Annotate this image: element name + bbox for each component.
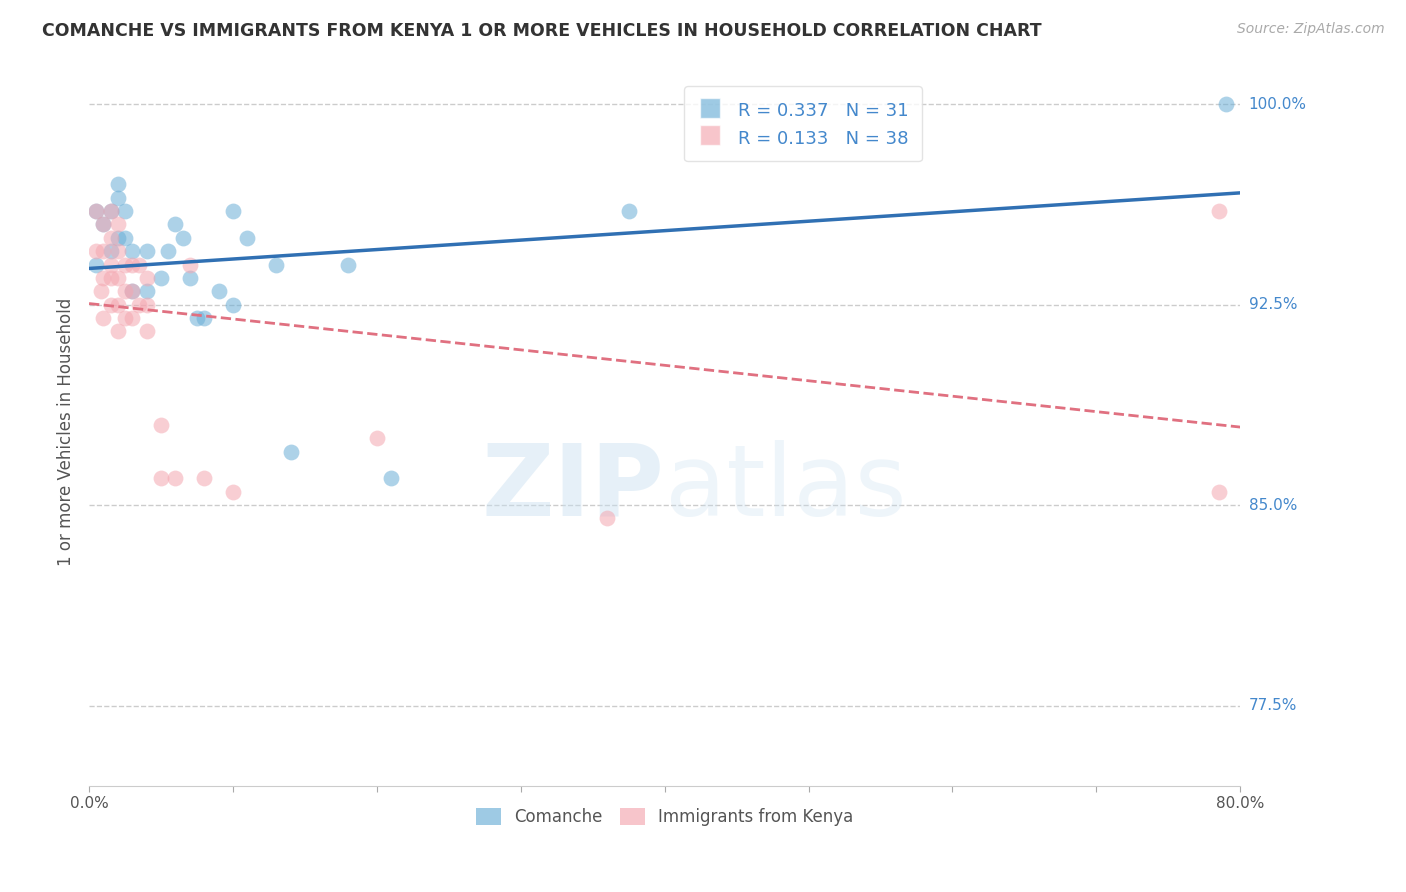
Point [128,298,150,312]
Point [107,271,129,285]
Point [114,231,136,245]
Point [121,311,143,326]
Point [380,471,402,485]
Point [100,204,122,219]
Point [90,285,112,299]
Point [337,258,360,272]
Point [179,258,201,272]
Point [114,285,136,299]
Point [84,258,107,272]
Point [135,271,157,285]
Point [84,204,107,219]
Point [107,324,129,338]
Point [128,258,150,272]
Point [179,271,201,285]
Point [114,311,136,326]
Point [135,285,157,299]
Point [165,471,187,485]
Point [121,244,143,259]
Point [165,218,187,232]
Point [186,311,208,326]
Point [207,285,229,299]
Point [84,204,107,219]
Point [222,484,245,499]
Point [150,271,173,285]
Point [107,244,129,259]
Point [1215,97,1237,112]
Point [93,271,115,285]
Point [107,218,129,232]
Point [193,311,215,326]
Text: 85.0%: 85.0% [1249,498,1296,513]
Point [107,231,129,245]
Point [100,204,122,219]
Text: COMANCHE VS IMMIGRANTS FROM KENYA 1 OR MORE VEHICLES IN HOUSEHOLD CORRELATION CH: COMANCHE VS IMMIGRANTS FROM KENYA 1 OR M… [42,22,1042,40]
Point [135,324,157,338]
Point [84,244,107,259]
Text: Source: ZipAtlas.com: Source: ZipAtlas.com [1237,22,1385,37]
Point [121,285,143,299]
Point [93,218,115,232]
Text: 92.5%: 92.5% [1249,297,1298,312]
Point [150,471,173,485]
Point [114,204,136,219]
Point [193,471,215,485]
Point [100,271,122,285]
Point [93,311,115,326]
Point [135,244,157,259]
Text: ZIP: ZIP [482,440,665,537]
Point [107,191,129,205]
Text: 77.5%: 77.5% [1249,698,1296,713]
Point [264,258,287,272]
Point [107,298,129,312]
Legend: Comanche, Immigrants from Kenya: Comanche, Immigrants from Kenya [468,799,862,834]
Point [222,204,245,219]
Point [100,258,122,272]
Point [135,298,157,312]
Point [1208,204,1230,219]
Point [1208,484,1230,499]
Text: atlas: atlas [665,440,907,537]
Point [114,258,136,272]
Point [172,231,194,245]
Point [222,298,245,312]
Point [107,178,129,192]
Point [100,244,122,259]
Point [100,231,122,245]
Text: 100.0%: 100.0% [1249,96,1306,112]
Point [280,444,302,458]
Point [93,244,115,259]
Point [93,218,115,232]
Point [596,511,619,525]
Point [617,204,640,219]
Point [366,431,388,445]
Point [157,244,180,259]
Point [121,285,143,299]
Point [236,231,259,245]
Y-axis label: 1 or more Vehicles in Household: 1 or more Vehicles in Household [58,298,75,566]
Point [121,258,143,272]
Point [150,417,173,432]
Point [100,298,122,312]
